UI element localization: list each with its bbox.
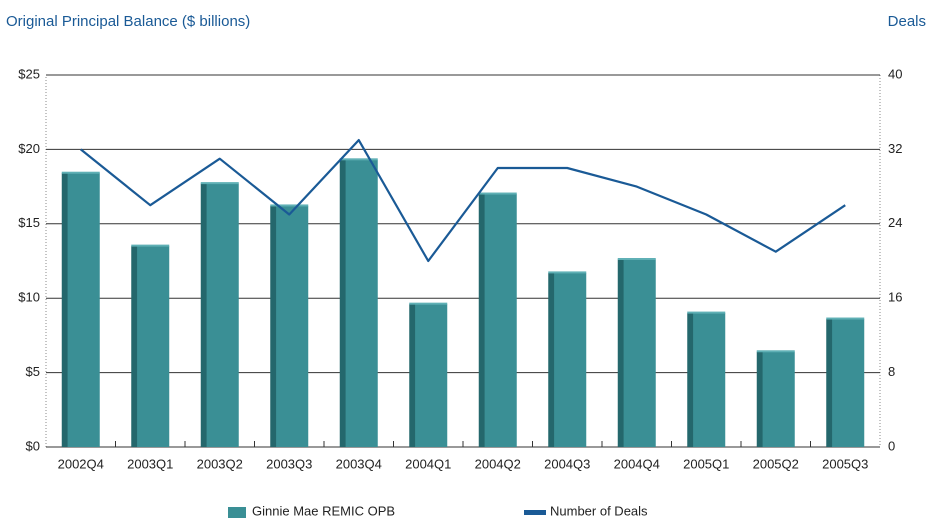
legend-swatch (524, 510, 546, 515)
x-tick-label: 2003Q2 (197, 456, 243, 471)
bar (548, 272, 587, 447)
legend-swatch (228, 507, 246, 518)
y-tick-label: $25 (18, 66, 40, 81)
bar-top (756, 350, 795, 353)
bar-top (548, 271, 587, 274)
legend-label: Number of Deals (550, 503, 648, 518)
bar-top (200, 182, 239, 185)
x-tick-label: 2004Q1 (405, 456, 451, 471)
x-tick-label: 2004Q3 (544, 456, 590, 471)
bar (131, 246, 170, 447)
x-tick-label: 2005Q2 (753, 456, 799, 471)
bar-top (270, 204, 309, 207)
bar (478, 194, 517, 447)
y2-tick-label: 40 (888, 66, 902, 81)
bar-top (61, 171, 100, 174)
y-tick-label: $0 (26, 438, 40, 453)
line (80, 139, 846, 263)
bar (339, 159, 378, 448)
x-tick-label: 2003Q1 (127, 456, 173, 471)
bar-top (131, 244, 170, 247)
x-tick-label: 2004Q2 (475, 456, 521, 471)
x-tick-label: 2005Q3 (822, 456, 868, 471)
y2-tick-label: 16 (888, 290, 902, 305)
y2-tick-label: 0 (888, 438, 895, 453)
x-tick-label: 2003Q4 (336, 456, 382, 471)
plot-border (45, 74, 881, 448)
bar-top (478, 192, 517, 195)
bar-top (617, 258, 656, 261)
y2-tick-label: 32 (888, 141, 902, 156)
y-tick-label: $10 (18, 290, 40, 305)
bar (409, 304, 448, 447)
y-tick-label: $5 (26, 364, 40, 379)
y-tick-label: $20 (18, 141, 40, 156)
bar (826, 319, 865, 447)
x-tick-label: 2003Q3 (266, 456, 312, 471)
x-tick-label: 2002Q4 (58, 456, 104, 471)
x-tick-label: 2005Q1 (683, 456, 729, 471)
bar-top (409, 302, 448, 305)
y-tick-label: $15 (18, 215, 40, 230)
bar-top (826, 317, 865, 320)
legend-label: Ginnie Mae REMIC OPB (252, 503, 395, 518)
y2-tick-label: 24 (888, 215, 902, 230)
bar (617, 259, 656, 447)
bar-top (687, 311, 726, 314)
bar-top (339, 158, 378, 161)
bar (200, 183, 239, 447)
bar (756, 351, 795, 447)
chart-title: Original Principal Balance ($ billions) (6, 13, 250, 30)
y2-tick-label: 8 (888, 364, 895, 379)
x-tick-label: 2004Q4 (614, 456, 660, 471)
y2-axis-title: Deals (888, 13, 926, 30)
bar (687, 313, 726, 447)
bar (61, 173, 100, 447)
bar (270, 205, 309, 447)
